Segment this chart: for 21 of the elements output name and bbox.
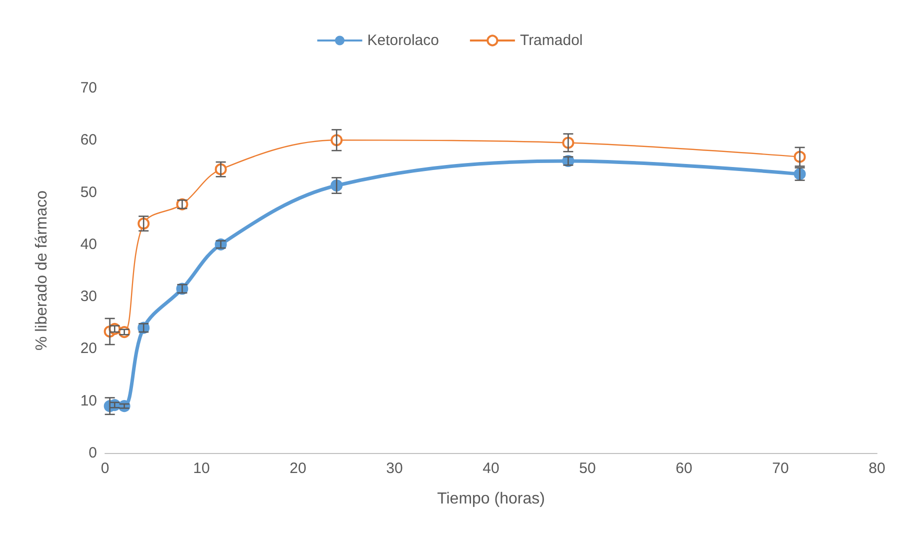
- x-tick-label: 30: [386, 460, 403, 477]
- x-tick-label: 80: [868, 460, 886, 477]
- y-tick-label: 60: [80, 132, 97, 149]
- x-tick-label: 10: [193, 460, 210, 477]
- y-tick-label: 50: [80, 184, 97, 201]
- y-tick-label: 0: [88, 444, 97, 462]
- y-tick-label: 20: [80, 340, 97, 358]
- legend-label: Tramadol: [520, 32, 583, 49]
- y-axis-title: % liberado de fármaco: [34, 190, 50, 351]
- legend-label: Ketorolaco: [367, 32, 439, 49]
- y-tick-label: 40: [80, 236, 97, 253]
- x-tick-label: 20: [290, 460, 306, 477]
- x-tick-label: 50: [579, 460, 596, 477]
- x-tick-label: 70: [772, 460, 789, 477]
- x-tick-label: 60: [676, 460, 692, 477]
- x-tick-label: 0: [100, 460, 110, 477]
- y-tick-label: 70: [80, 80, 97, 96]
- x-tick-label: 40: [482, 460, 500, 477]
- x-axis-title: Tiempo (horas): [437, 490, 545, 508]
- y-tick-label: 10: [80, 392, 97, 410]
- y-tick-label: 30: [80, 288, 97, 306]
